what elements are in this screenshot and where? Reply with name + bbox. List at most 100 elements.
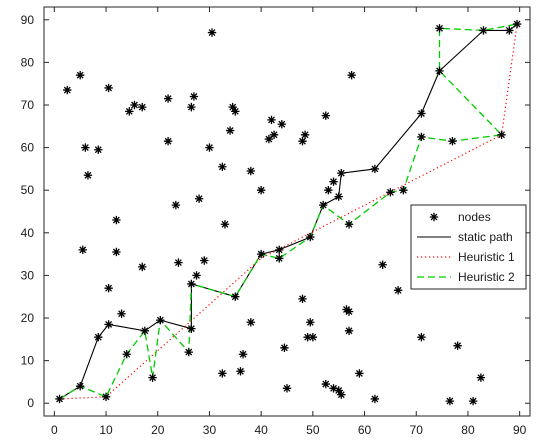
node-point-10-glyph: [184, 347, 193, 357]
node-point-82: [298, 294, 307, 304]
node-point-39-glyph: [83, 171, 93, 180]
y-tick-label-20: 20: [21, 311, 35, 325]
node-point-75-glyph: [220, 220, 230, 229]
node-point-85-glyph: [308, 332, 318, 342]
node-point-54-glyph: [228, 102, 237, 112]
node-point-38: [81, 143, 90, 152]
node-point-29: [435, 66, 444, 76]
node-point-50: [205, 143, 214, 152]
legend-swatch-nodes: [429, 212, 439, 222]
x-tick-label-60: 60: [358, 423, 372, 437]
node-point-91: [344, 307, 354, 316]
node-point-33-glyph: [497, 130, 506, 140]
x-tick-label-40: 40: [254, 423, 268, 437]
node-point-45-glyph: [163, 94, 173, 103]
node-point-20: [318, 200, 328, 210]
node-point-1: [75, 381, 85, 391]
node-point-84: [306, 318, 315, 327]
node-point-28: [417, 132, 426, 142]
node-point-42-glyph: [125, 107, 134, 116]
node-point-12-glyph: [187, 279, 196, 289]
x-tick-label-10: 10: [99, 423, 113, 437]
node-point-32-glyph: [479, 26, 488, 35]
legend-label-static-path: static path: [458, 230, 513, 244]
node-point-61: [277, 119, 287, 129]
node-point-83: [303, 332, 312, 342]
node-point-19: [306, 232, 315, 242]
axes: 0 10 20 30 40 50 60 70 80 90 0 10 20 30 40 50 60 70 80 90: [21, 6, 531, 437]
x-tick-label-30: 30: [203, 423, 217, 437]
node-point-8-glyph: [148, 373, 157, 382]
node-point-70-glyph: [112, 215, 121, 225]
node-point-14: [200, 256, 209, 265]
node-point-77: [238, 350, 248, 359]
y-tick-label-30: 30: [21, 268, 35, 282]
node-point-52-glyph: [218, 162, 227, 171]
node-point-99-glyph: [453, 341, 462, 350]
node-point-89: [337, 390, 346, 399]
node-point-9-glyph: [156, 315, 165, 325]
node-point-1-glyph: [75, 381, 85, 391]
node-point-85: [308, 332, 318, 342]
node-point-29-glyph: [435, 66, 444, 76]
series-line-heuristic-2: [59, 23, 518, 400]
node-point-4-glyph: [104, 320, 113, 329]
node-point-80-glyph: [280, 343, 289, 353]
node-point-72: [138, 262, 147, 272]
node-point-4: [104, 320, 113, 329]
node-point-57: [256, 185, 266, 195]
node-point-81-glyph: [282, 384, 292, 393]
node-point-97-glyph: [417, 332, 426, 342]
node-point-33: [497, 130, 506, 140]
node-point-57-glyph: [256, 185, 266, 195]
x-tick-label-80: 80: [461, 423, 475, 437]
node-point-73: [171, 200, 181, 210]
y-tick-label-60: 60: [21, 141, 35, 155]
node-point-65: [324, 185, 333, 195]
node-point-63: [300, 130, 310, 140]
node-point-82-glyph: [298, 294, 307, 304]
node-point-24-glyph: [370, 164, 380, 174]
node-point-47: [187, 102, 196, 112]
node-point-13-glyph: [192, 271, 201, 280]
node-point-45: [163, 94, 173, 103]
node-point-48-glyph: [189, 92, 199, 101]
node-point-35: [512, 19, 522, 29]
node-point-22: [337, 168, 346, 178]
node-point-60-glyph: [269, 130, 279, 140]
node-point-88: [334, 386, 343, 395]
node-point-74-glyph: [174, 258, 183, 267]
node-point-93-glyph: [355, 369, 364, 378]
node-point-96: [393, 286, 403, 295]
node-point-79: [246, 318, 256, 327]
node-point-77-glyph: [238, 350, 248, 359]
node-point-79-glyph: [246, 318, 256, 327]
node-point-6: [122, 350, 131, 359]
node-point-21-glyph: [334, 192, 343, 201]
node-point-47-glyph: [187, 102, 196, 112]
node-point-34-glyph: [505, 26, 514, 35]
y-tick-label-70: 70: [21, 98, 35, 112]
node-point-26-glyph: [399, 185, 408, 195]
node-point-68-glyph: [78, 245, 87, 255]
node-point-44: [138, 102, 147, 112]
node-point-69-glyph: [104, 283, 113, 293]
node-point-13: [192, 271, 201, 280]
node-point-11-glyph: [187, 324, 196, 333]
node-point-72-glyph: [138, 262, 147, 272]
node-point-21: [334, 192, 343, 201]
node-point-37: [75, 70, 85, 80]
node-point-12: [187, 279, 196, 289]
node-point-40-glyph: [94, 145, 103, 154]
legend-item-heuristic-2: Heuristic 2: [417, 270, 515, 284]
node-point-11: [187, 324, 196, 333]
node-point-26: [399, 185, 408, 195]
node-point-31-glyph: [448, 137, 457, 146]
y-tick-label-0: 0: [27, 396, 34, 410]
node-point-14-glyph: [200, 256, 209, 265]
legend-label-heuristic-2: Heuristic 2: [458, 270, 515, 284]
node-point-43-glyph: [130, 100, 139, 110]
node-point-39: [83, 171, 93, 180]
node-point-66: [329, 177, 338, 186]
legend-swatch-nodes-glyph: [429, 212, 439, 222]
